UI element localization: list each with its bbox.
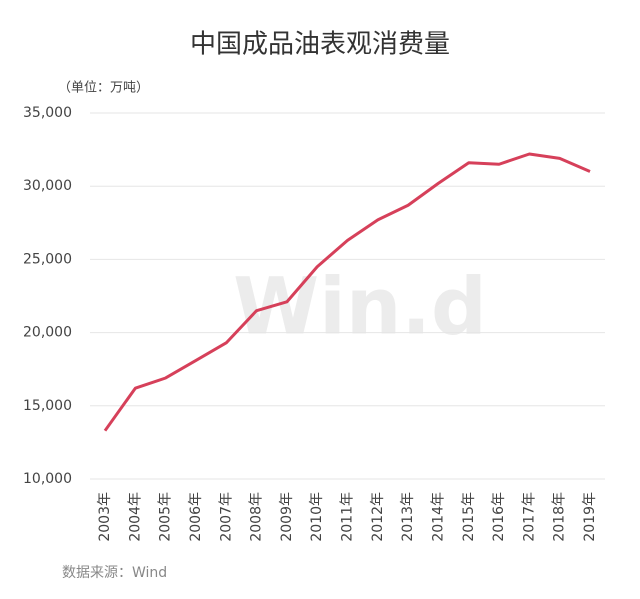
y-tick-label: 30,000 (23, 178, 72, 194)
x-tick-label: 2006年 (188, 492, 204, 542)
chart-title: 中国成品油表观消费量 (190, 30, 450, 60)
y-tick-label: 20,000 (23, 325, 72, 341)
source: 数据来源：Wind (62, 565, 167, 581)
x-tick-label: 2014年 (430, 492, 446, 542)
unit-label: （单位：万吨） (58, 81, 149, 96)
y-tick-label: 25,000 (23, 251, 72, 267)
x-tick-label: 2011年 (340, 492, 356, 542)
x-tick-label: 2003年 (97, 492, 113, 542)
line (103, 152, 591, 432)
x-tick-label: 2009年 (279, 492, 295, 542)
y-tick-label: 35,000 (23, 105, 72, 121)
x-tick-label: 2007年 (218, 492, 234, 542)
x-tick-label: 2004年 (127, 492, 143, 542)
watermark: Win.d (233, 262, 487, 352)
x-tick-label: 2018年 (552, 492, 568, 542)
x-tick-label: 2013年 (400, 492, 416, 542)
y-tick-label: 10,000 (23, 471, 72, 487)
x-tick-label: 2017年 (521, 492, 537, 542)
x-tick-label: 2012年 (370, 492, 386, 542)
x-tick-label: 2016年 (491, 492, 507, 542)
x-tick-label: 2010年 (309, 492, 325, 542)
x-tick-label: 2008年 (249, 492, 265, 542)
x-tick-label: 2005年 (158, 492, 174, 542)
x-tick-label: 2019年 (582, 492, 598, 542)
y-tick-label: 15,000 (23, 398, 72, 414)
x-tick-label: 2015年 (461, 492, 477, 542)
